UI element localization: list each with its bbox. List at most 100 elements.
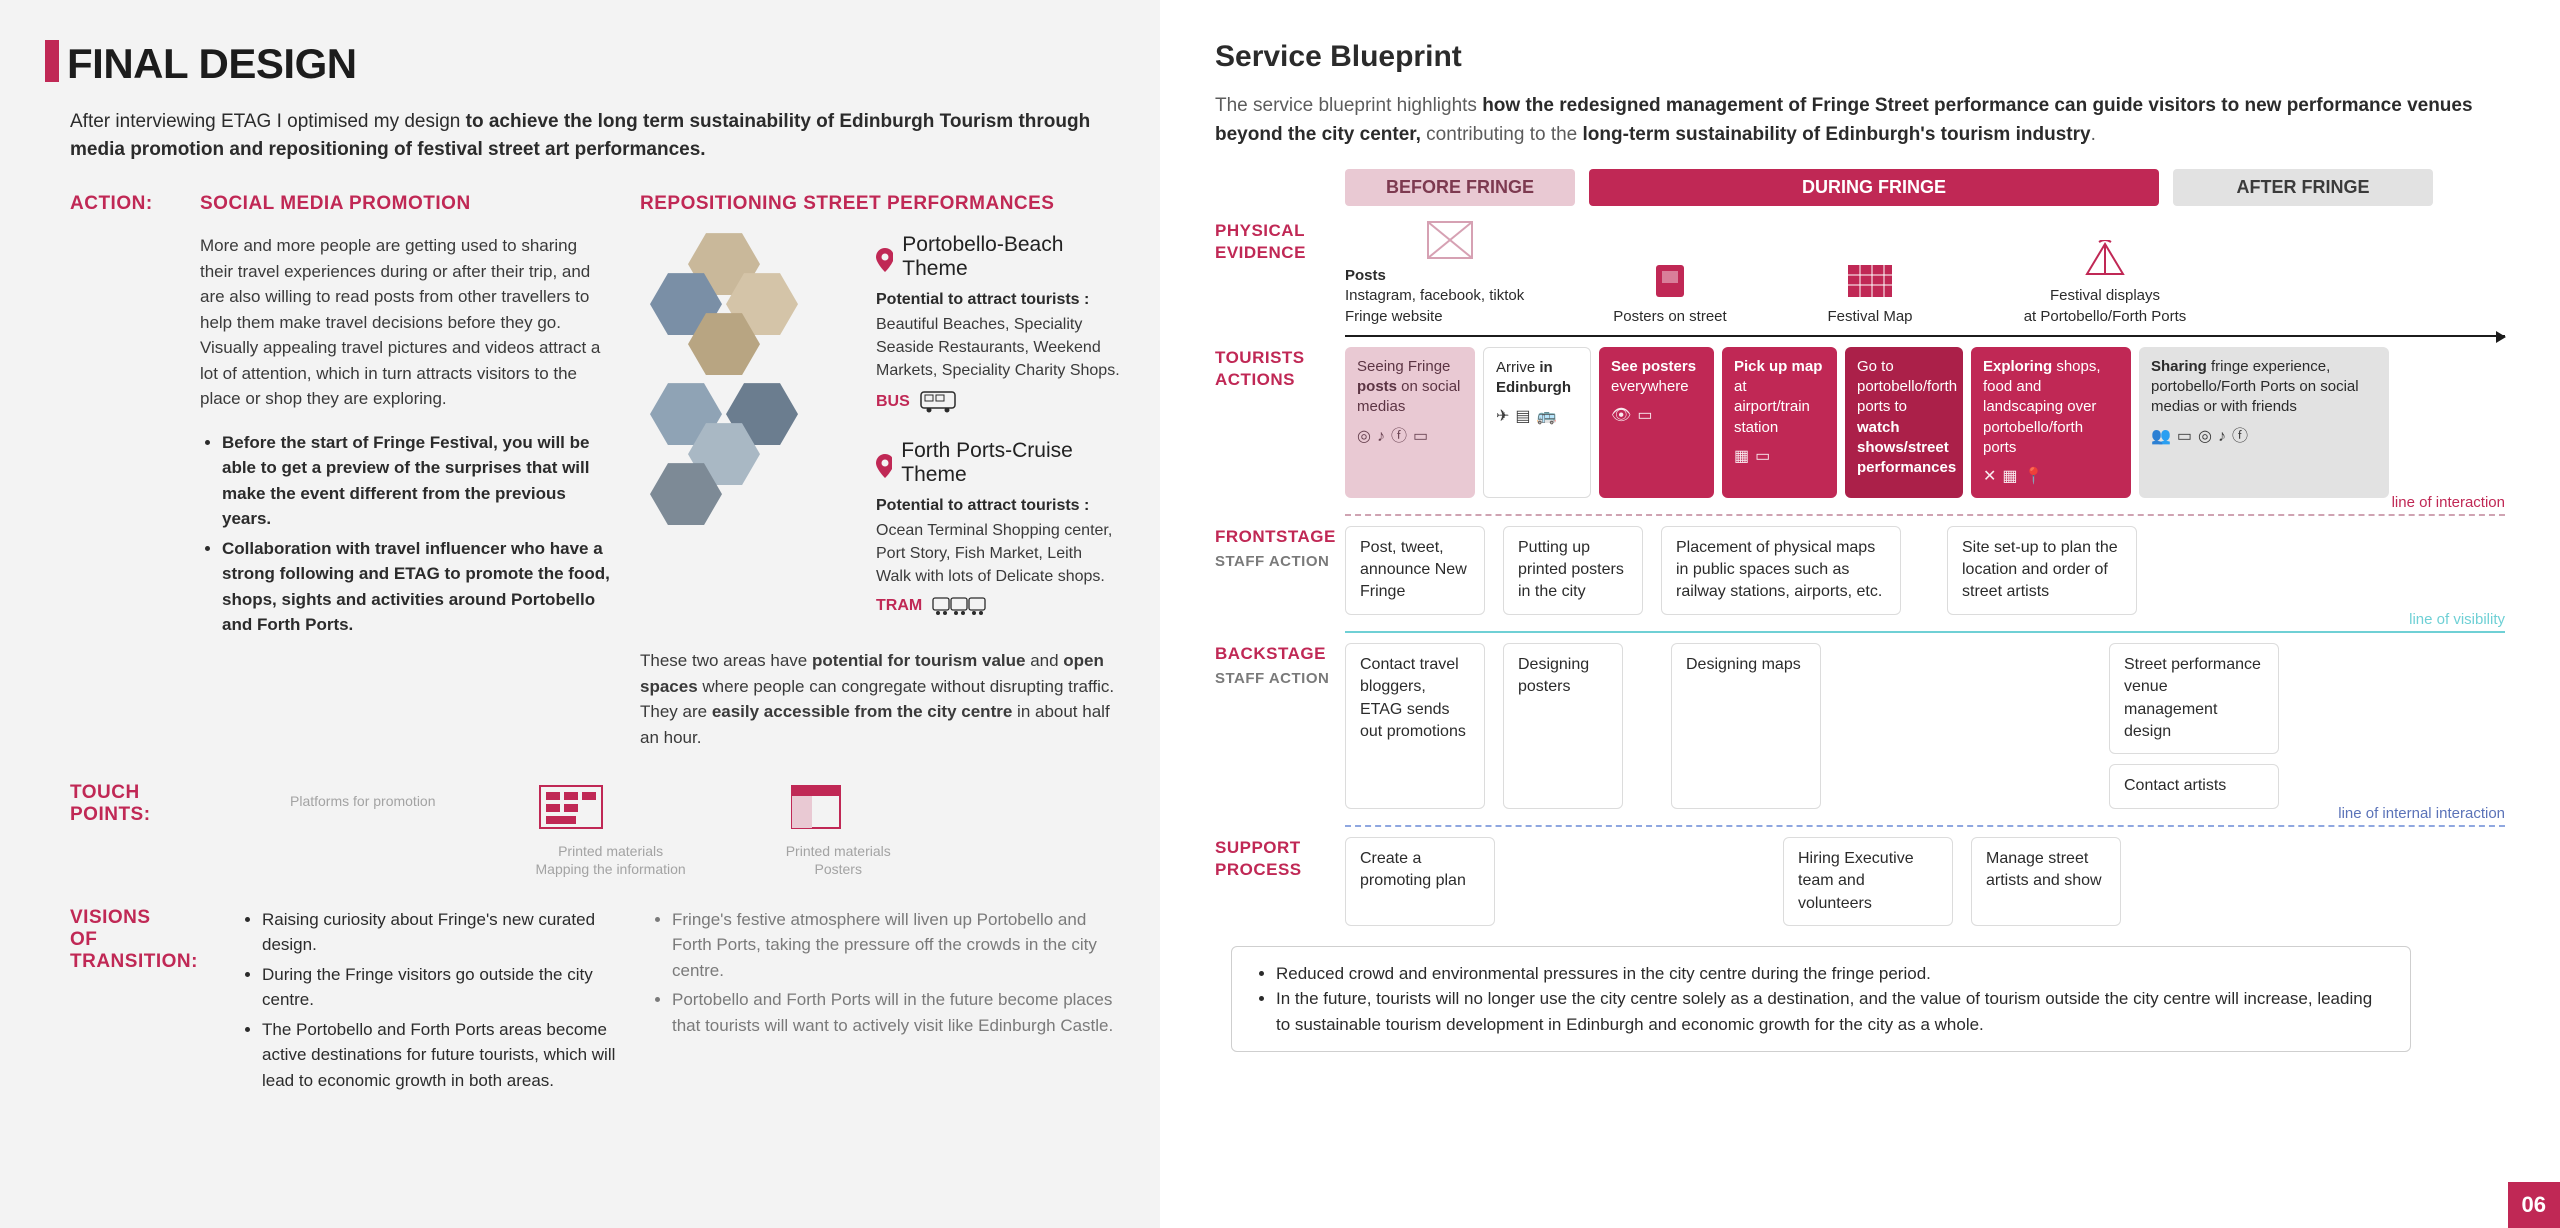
frontstage-label: FRONTSTAGE	[1215, 526, 1345, 548]
touch-cap-1a: Platforms for promotion	[290, 792, 436, 810]
timeline-arrow	[1345, 335, 2505, 337]
phase-after: AFTER FRINGE	[2173, 169, 2433, 206]
line-of-visibility: line of visibility	[1345, 631, 2505, 633]
card-seeing-posts: Seeing Fringe posts on social medias ◎♪ⓕ…	[1345, 347, 1475, 498]
bi-d: long-term sustainability of Edinburgh's …	[1583, 124, 2091, 145]
touch-cap-3b: Posters	[786, 860, 891, 878]
touch-points-section: TOUCH POINTS: Platforms for promotion Pr…	[70, 782, 1120, 878]
map-pin-icon	[876, 248, 893, 272]
pe-l2: EVIDENCE	[1215, 242, 1345, 264]
fs-box-2: Putting up printed posters in the city	[1503, 526, 1643, 615]
action-section: ACTION: SOCIAL MEDIA PROMOTION More and …	[70, 193, 1120, 750]
touch-item-posters: Printed materials Posters	[786, 782, 891, 878]
lov-label: line of visibility	[2409, 611, 2505, 628]
ev2-l1: Posters on street	[1585, 307, 1755, 327]
social-bullet-2: Collaboration with travel influencer who…	[222, 539, 610, 635]
sp-box-1: Create a promoting plan	[1345, 837, 1495, 926]
staff-action-2: STAFF ACTION	[1215, 669, 1345, 689]
touch-cap-3a: Printed materials	[786, 842, 891, 860]
rf1e: where people can congregate without disr…	[698, 677, 1114, 696]
evidence-map: Festival Map	[1785, 261, 1955, 327]
sp-box-2: Hiring Executive team and volunteers	[1783, 837, 1953, 926]
phase-during: DURING FRINGE	[1589, 169, 2159, 206]
rf1c: and	[1025, 651, 1063, 670]
support-row: SUPPORT PROCESS Create a promoting plan …	[1215, 837, 2505, 926]
line-of-interaction: line of interaction	[1345, 514, 2505, 516]
tourist-actions-row: TOURISTS ACTIONS Seeing Fringe posts on …	[1215, 347, 2505, 498]
ev4-l2: at Portobello/Forth Ports	[1985, 307, 2225, 327]
vl-2: During the Fringe visitors go outside th…	[262, 962, 620, 1013]
title-row: FINAL DESIGN	[45, 40, 1120, 88]
fs-box-4: Site set-up to plan the location and ord…	[1947, 526, 2137, 615]
ev3-l1: Festival Map	[1785, 307, 1955, 327]
outcome-1: Reduced crowd and environmental pressure…	[1276, 961, 2390, 987]
ev1-title: Posts	[1345, 266, 1555, 286]
blueprint-title: Service Blueprint	[1215, 40, 2505, 74]
visions-section: VISIONS OF TRANSITION: Raising curiosity…	[70, 907, 1120, 1098]
map-icon	[536, 782, 606, 832]
vl-1: Raising curiosity about Fringe's new cur…	[262, 907, 620, 958]
fs-box-1: Post, tweet, announce New Fringe	[1345, 526, 1485, 615]
rf1a: These two areas have	[640, 651, 812, 670]
phase-before: BEFORE FRINGE	[1345, 169, 1575, 206]
page-number: 06	[2508, 1182, 2560, 1228]
vl-3: The Portobello and Forth Ports areas bec…	[262, 1017, 620, 1094]
visions-right-list: Fringe's festive atmosphere will liven u…	[650, 907, 1120, 1039]
social-bullet-1: Before the start of Fringe Festival, you…	[222, 433, 589, 529]
theme2-transport: TRAM	[876, 596, 1120, 616]
social-icons: ◎♪ⓕ▭	[1357, 426, 1463, 448]
action-label: ACTION:	[70, 193, 170, 215]
card-watch-shows: Go to portobello/forth ports to watch sh…	[1845, 347, 1963, 498]
frontstage-row: FRONTSTAGE STAFF ACTION Post, tweet, ann…	[1215, 526, 2505, 615]
share-icons: 👥▭◎♪ⓕ	[2151, 426, 2377, 448]
ev1-l2: Fringe website	[1345, 307, 1555, 327]
theme1-transport-label: BUS	[876, 393, 910, 411]
ev1-l1: Instagram, facebook, tiktok	[1345, 286, 1555, 306]
touch-item-platforms: Platforms for promotion	[290, 782, 436, 810]
card-posters: See posters everywhere 👁▭	[1599, 347, 1714, 498]
bus-icon	[920, 391, 960, 413]
backstage-row: BACKSTAGE STAFF ACTION Contact travel bl…	[1215, 643, 2505, 809]
page-title: FINAL DESIGN	[67, 40, 357, 88]
hexagon-image-cluster	[640, 233, 840, 553]
backstage-label: BACKSTAGE	[1215, 643, 1345, 665]
touch-cap-2b: Mapping the information	[536, 860, 686, 878]
bs-box-5: Contact artists	[2109, 764, 2279, 808]
evidence-posters: Posters on street	[1585, 261, 1755, 327]
action-cards: Seeing Fringe posts on social medias ◎♪ⓕ…	[1345, 347, 2505, 498]
evidence-posts: Posts Instagram, facebook, tiktok Fringe…	[1345, 220, 1555, 327]
fs-box-3: Placement of physical maps in public spa…	[1661, 526, 1901, 615]
poster-icons: 👁▭	[1611, 405, 1702, 427]
phase-row: BEFORE FRINGE DURING FRINGE AFTER FRINGE	[1345, 169, 2505, 206]
bi-e: .	[2091, 124, 2096, 145]
intro-plain: After interviewing ETAG I optimised my d…	[70, 111, 466, 132]
outcome-box: Reduced crowd and environmental pressure…	[1231, 946, 2411, 1053]
theme1-desc: Beautiful Beaches, Speciality Seaside Re…	[876, 313, 1120, 383]
pe-l1: PHYSICAL	[1215, 220, 1345, 242]
loii-label: line of internal interaction	[2338, 805, 2505, 822]
touch-item-mapping: Printed materials Mapping the informatio…	[536, 782, 686, 878]
bs-box-3: Designing maps	[1671, 643, 1821, 809]
poster-ev-icon	[1646, 261, 1694, 301]
ta-l2: ACTIONS	[1215, 369, 1345, 391]
touch-cap-2a: Printed materials	[536, 842, 686, 860]
tent-icon	[2081, 240, 2129, 280]
physical-evidence-row: PHYSICAL EVIDENCE Posts Instagram, faceb…	[1215, 220, 2505, 327]
touch-label-2: POINTS:	[70, 804, 170, 826]
repo-footer: These two areas have potential for touri…	[640, 648, 1120, 750]
explore-icons: ✕▦📍	[1983, 466, 2119, 488]
line-of-internal-interaction: line of internal interaction	[1345, 825, 2505, 827]
theme1-name: Portobello-Beach Theme	[902, 233, 1120, 281]
ta-l1: TOURISTS	[1215, 347, 1345, 369]
bs-box-1: Contact travel bloggers, ETAG sends out …	[1345, 643, 1485, 809]
social-bullets: Before the start of Fringe Festival, you…	[200, 430, 610, 638]
theme2-desc: Ocean Terminal Shopping center, Port Sto…	[876, 519, 1120, 589]
blueprint-intro: The service blueprint highlights how the…	[1215, 92, 2505, 149]
left-panel: FINAL DESIGN After interviewing ETAG I o…	[0, 0, 1160, 1228]
theme1-sub: Potential to attract tourists :	[876, 291, 1120, 309]
touch-label-1: TOUCH	[70, 782, 170, 804]
visions-l1: VISIONS	[70, 907, 210, 929]
tram-icon	[932, 596, 988, 616]
visions-l2: OF	[70, 929, 210, 951]
support-l1: SUPPORT	[1215, 837, 1345, 859]
